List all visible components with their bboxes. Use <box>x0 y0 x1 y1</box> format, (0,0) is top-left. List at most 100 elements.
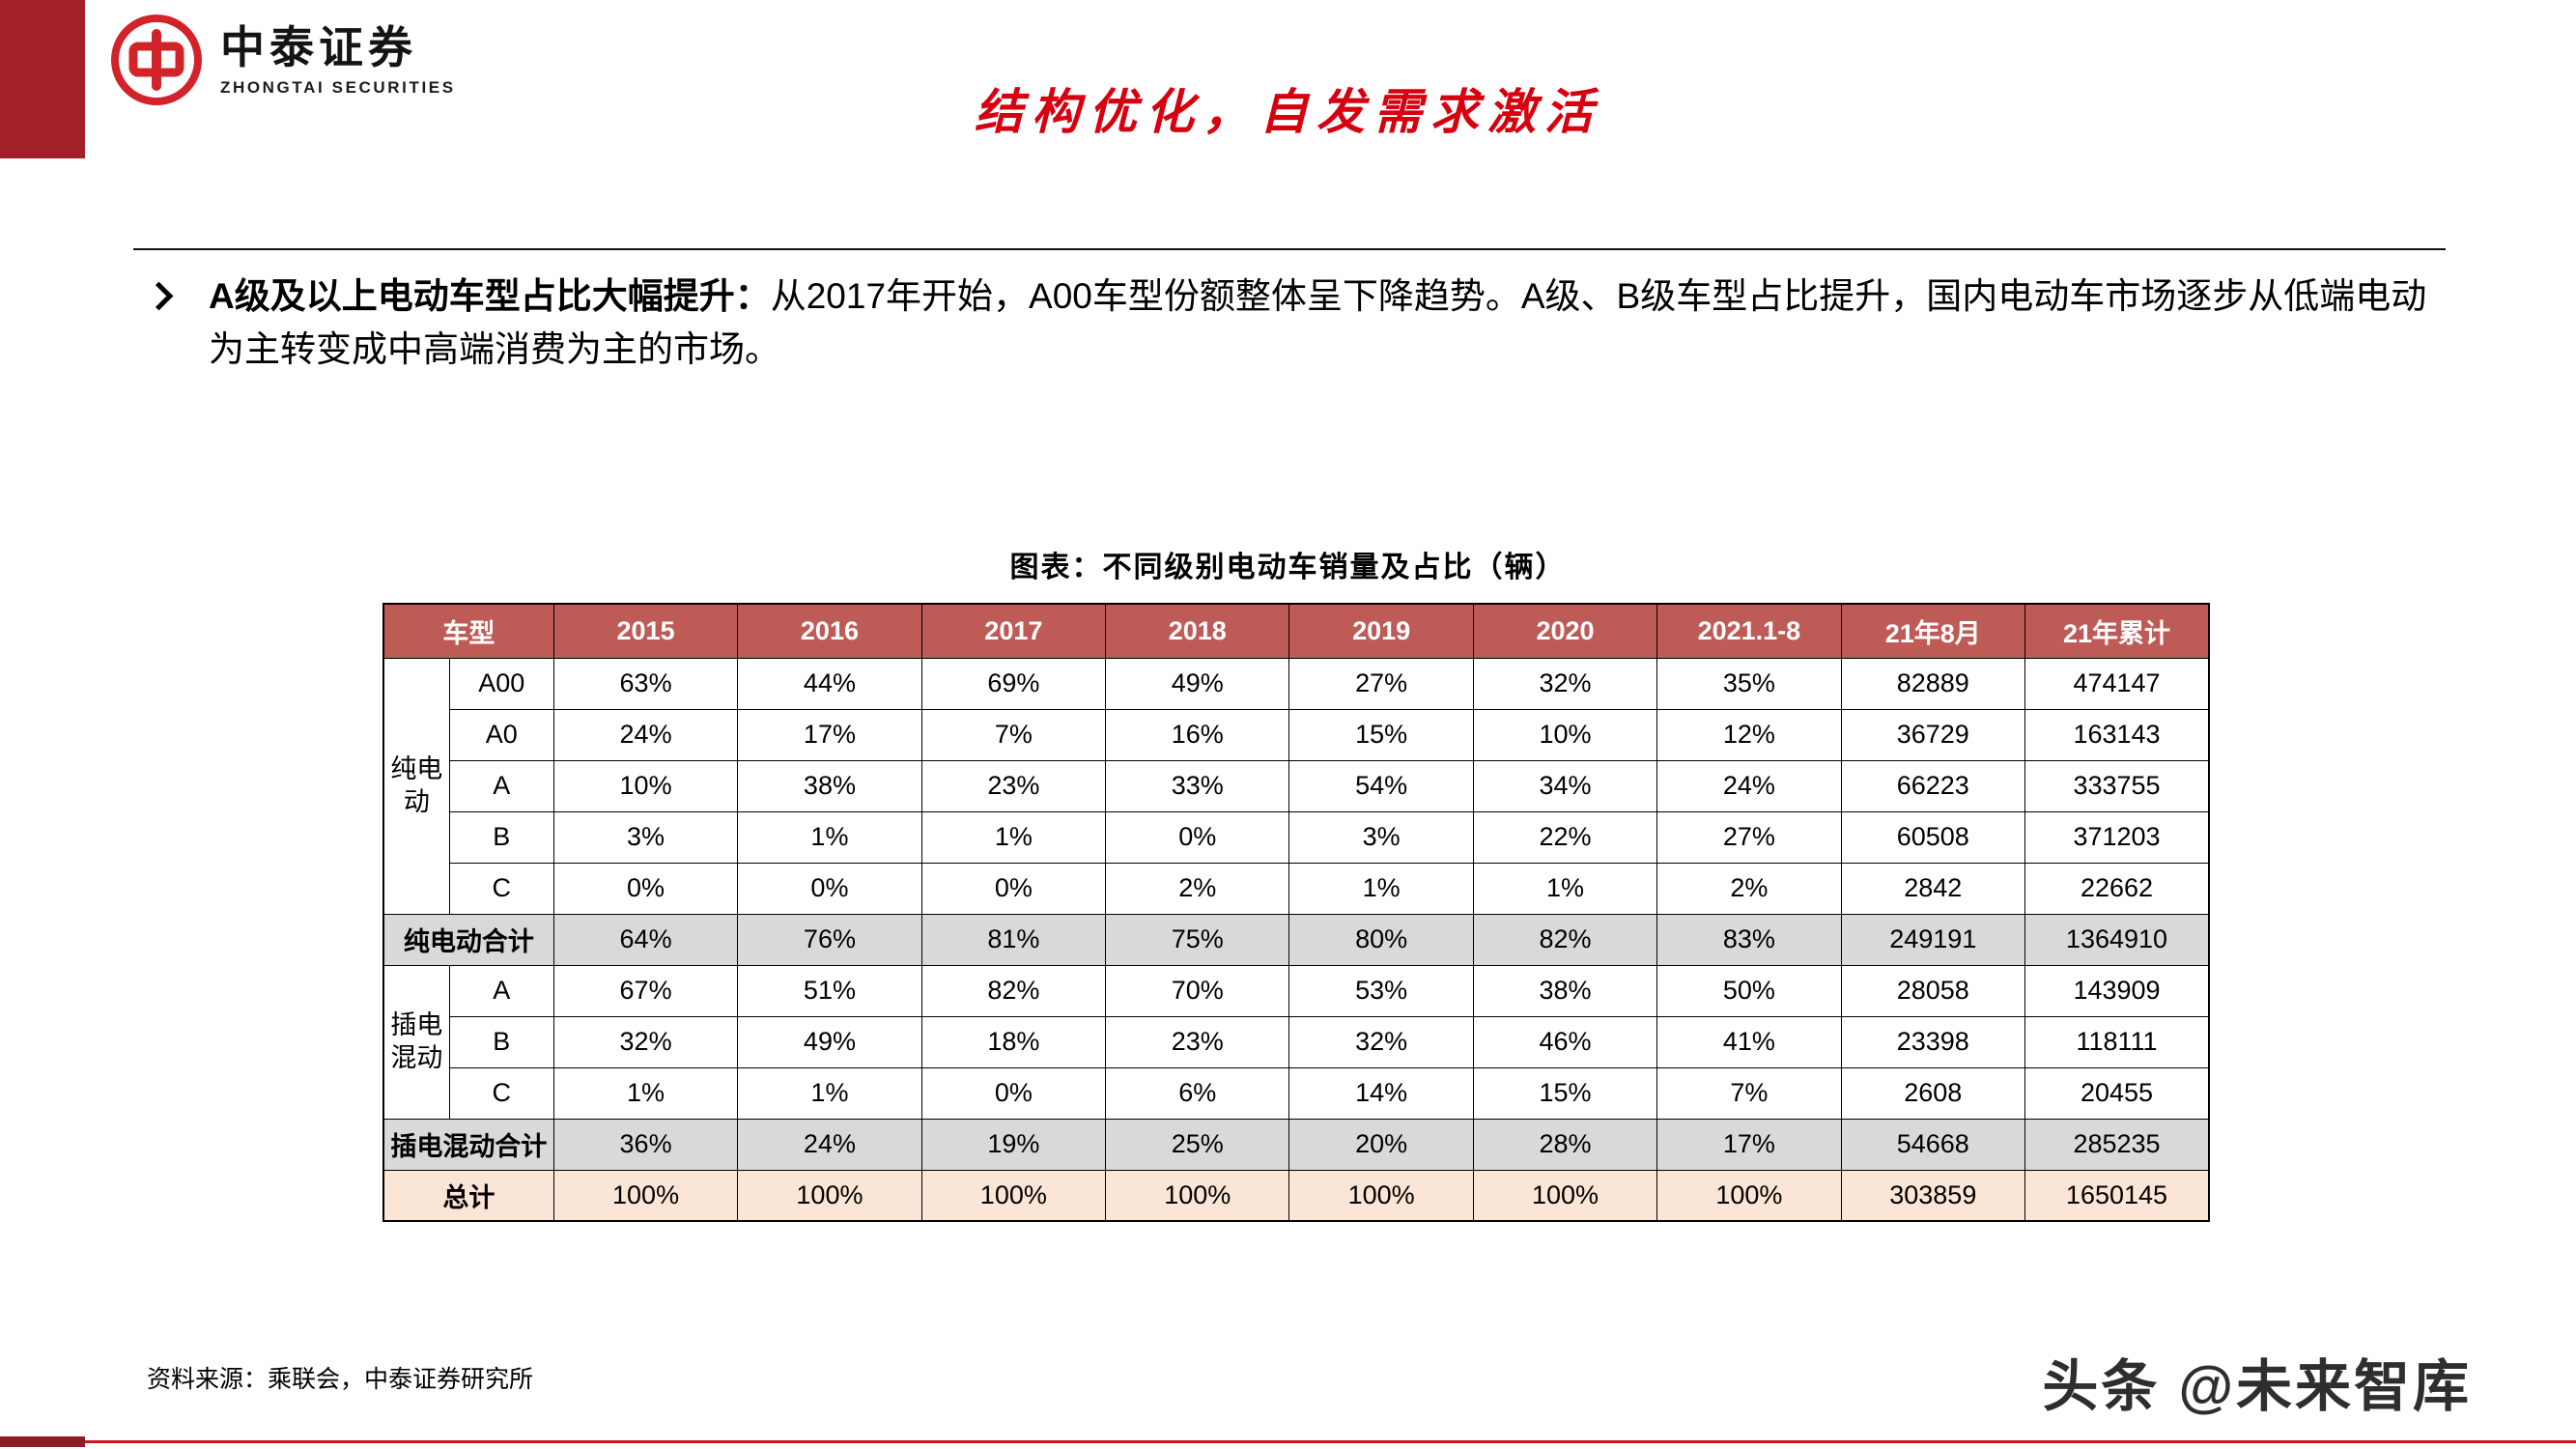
table-cell: 2608 <box>1840 1066 2025 1120</box>
table-cell: 54% <box>1288 759 1474 812</box>
table-cell: 163143 <box>2024 708 2210 761</box>
table-cell: 303859 <box>1840 1169 2025 1222</box>
table-cell: 70% <box>1105 964 1290 1017</box>
bullet-arrow-icon <box>149 284 174 309</box>
table-cell: 7% <box>1656 1066 1842 1120</box>
page-title: 结构优化，自发需求激活 <box>975 85 1601 139</box>
table-row: 总计 100% 100% 100% 100% 100% 100% 100% 303859 1650… <box>382 1169 2210 1222</box>
table-cell: 20% <box>1288 1118 1474 1171</box>
table-cell: 371203 <box>2024 810 2210 864</box>
table-cell: 0% <box>1105 810 1290 864</box>
table-cell: 474147 <box>2024 657 2210 710</box>
bullet-paragraph: A级及以上电动车型占比大幅提升：从2017年开始，A00车型份额整体呈下降趋势。… <box>147 270 2457 377</box>
table-cell: 36729 <box>1840 708 2025 761</box>
table-cell: 333755 <box>2024 759 2210 812</box>
table-cell: 10% <box>552 759 739 812</box>
table-cell: 35% <box>1656 657 1842 710</box>
table-cell: 100% <box>920 1169 1107 1222</box>
table-cell: 38% <box>1472 964 1658 1017</box>
bottom-accent-line <box>0 1440 2576 1443</box>
table-cell: 80% <box>1288 913 1474 966</box>
row-label: A0 <box>448 708 554 761</box>
zhongtai-logo-icon <box>111 14 202 105</box>
table-cell: 143909 <box>2024 964 2210 1017</box>
table-cell: 60508 <box>1840 810 2025 864</box>
table-body: 纯电动 A00 63% 44% 69% 49% 27% 32% 35% 82889 474147 A0… <box>382 657 2210 1222</box>
table-cell: 41% <box>1656 1015 1842 1068</box>
column-header: 21年累计 <box>2024 603 2210 659</box>
table-cell: 2842 <box>1840 862 2025 915</box>
table-cell: 49% <box>737 1015 922 1068</box>
table-cell: 50% <box>1656 964 1842 1017</box>
table-cell: 6% <box>1105 1066 1290 1120</box>
column-header: 2016 <box>737 603 922 659</box>
source-note: 资料来源：乘联会，中泰证券研究所 <box>147 1367 534 1393</box>
table-cell: 7% <box>920 708 1107 761</box>
table-cell: 66223 <box>1840 759 2025 812</box>
table-cell: 100% <box>1472 1169 1658 1222</box>
logo-name-en: ZHONGTAI SECURITIES <box>220 78 456 97</box>
column-header: 2019 <box>1288 603 1474 659</box>
table-cell: 18% <box>920 1015 1107 1068</box>
row-label: B <box>448 810 554 864</box>
table-cell: 285235 <box>2024 1118 2210 1171</box>
table-cell: 24% <box>1656 759 1842 812</box>
row-label: 总计 <box>382 1169 554 1222</box>
column-header: 2020 <box>1472 603 1658 659</box>
column-header: 2017 <box>920 603 1107 659</box>
row-label: C <box>448 1066 554 1120</box>
table-cell: 24% <box>552 708 739 761</box>
table-row: A0 24% 17% 7% 16% 15% 10% 12% 36729 163143 <box>383 708 2210 761</box>
table-cell: 249191 <box>1840 913 2025 966</box>
table-cell: 1% <box>737 1066 922 1120</box>
table-cell: 76% <box>737 913 922 966</box>
table-cell: 53% <box>1288 964 1474 1017</box>
table-cell: 1% <box>552 1066 739 1120</box>
table-cell: 0% <box>920 862 1107 915</box>
column-header: 车型 <box>382 603 554 659</box>
table-cell: 69% <box>920 657 1107 710</box>
table-cell: 1% <box>1472 862 1658 915</box>
table-cell: 118111 <box>2024 1015 2210 1068</box>
table-cell: 83% <box>1656 913 1842 966</box>
row-label: A <box>448 964 554 1017</box>
table-cell: 67% <box>552 964 739 1017</box>
column-header: 21年8月 <box>1840 603 2025 659</box>
row-group-label: 纯电动 <box>382 657 450 915</box>
bullet-lead-text: A级及以上电动车型占比大幅提升： <box>209 276 771 316</box>
table-cell: 27% <box>1656 810 1842 864</box>
column-header: 2021.1-8 <box>1656 603 1842 659</box>
table-cell: 54668 <box>1840 1118 2025 1171</box>
data-table: 车型 2015 2016 2017 2018 2019 2020 2021.1-8 21年8月 2… <box>382 603 2210 1222</box>
table-cell: 10% <box>1472 708 1658 761</box>
table-cell: 32% <box>552 1015 739 1068</box>
table-row: A 10% 38% 23% 33% 54% 34% 24% 66223 333755 <box>383 759 2210 812</box>
table-cell: 0% <box>552 862 739 915</box>
table-cell: 25% <box>1105 1118 1290 1171</box>
row-label: C <box>448 862 554 915</box>
table-cell: 1% <box>920 810 1107 864</box>
row-label: B <box>448 1015 554 1068</box>
row-group-label: 插电混动 <box>382 964 450 1120</box>
table-cell: 1% <box>737 810 922 864</box>
table-cell: 64% <box>552 913 739 966</box>
table-cell: 23398 <box>1840 1015 2025 1068</box>
column-header: 2015 <box>552 603 739 659</box>
column-header: 2018 <box>1105 603 1290 659</box>
bottom-accent-segment <box>0 1436 85 1447</box>
table-cell: 3% <box>1288 810 1474 864</box>
table-cell: 49% <box>1105 657 1290 710</box>
company-logo: 中泰证券 ZHONGTAI SECURITIES <box>108 12 456 108</box>
table-cell: 100% <box>552 1169 739 1222</box>
table-cell: 1% <box>1288 862 1474 915</box>
table-cell: 19% <box>920 1118 1107 1171</box>
table-title: 图表：不同级别电动车销量及占比（辆） <box>1009 552 1567 583</box>
table-cell: 44% <box>737 657 922 710</box>
bullet-body-text: 从2017年开始，A00车型份额整体呈下降趋势。A级、B级车型占比提升，国内电动… <box>209 276 2427 369</box>
table-row: C 0% 0% 0% 2% 1% 1% 2% 2842 22662 <box>383 862 2210 915</box>
table-cell: 16% <box>1105 708 1290 761</box>
table-cell: 33% <box>1105 759 1290 812</box>
row-label: 纯电动合计 <box>382 913 554 966</box>
table-cell: 27% <box>1288 657 1474 710</box>
table-cell: 0% <box>920 1066 1107 1120</box>
